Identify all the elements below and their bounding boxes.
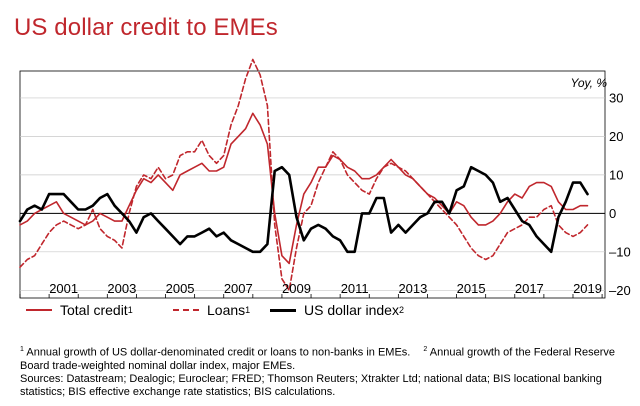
footnote-2-mark: 2 [423,346,428,353]
x-tick-label: 2011 [341,281,369,296]
legend-label-total-credit: Total credit [60,302,128,318]
y-tick-label: 30 [609,90,623,105]
series-lines [18,58,589,292]
chart-title: US dollar credit to EMEs [14,14,278,41]
sources-text: Sources: Datastream; Dealogic; Euroclear… [20,372,602,398]
legend-item-total-credit: Total credit 1 [26,302,133,318]
legend-footnote-mark: 1 [245,305,251,315]
x-tick-label: 2001 [49,281,78,296]
x-tick-label: 2015 [457,281,486,296]
y-tick-label: 0 [609,206,616,221]
x-tick-label: 2005 [166,281,195,296]
footnote-2-text: Annual growth of the Federal Reserve Boa… [20,346,616,372]
footnote-1-text: Annual growth of US dollar-denominated c… [26,346,411,359]
series-line-us-dollar-index [18,165,589,254]
legend-swatch-solid-red [26,309,52,311]
x-tick-label: 2007 [224,281,253,296]
x-tick-label: 2013 [398,281,427,296]
y-tick-label: 10 [609,167,623,182]
x-tick-label: 2017 [515,281,544,296]
y-axis-ticks: 30 20 10 0 –10 –20 [609,90,631,297]
legend-footnote-mark: 2 [398,305,404,315]
legend-label-loans: Loans [207,302,246,318]
plot-frame [19,70,606,299]
x-tick-label: 2003 [107,281,136,296]
legend-item-us-dollar-index: US dollar index 2 [270,302,404,318]
y-tick-label: –20 [609,283,631,298]
footnote-1-mark: 1 [20,346,24,353]
legend-swatch-dashed-red [173,309,199,311]
legend-item-loans: Loans 1 [173,302,250,318]
legend-swatch-solid-black [270,308,296,312]
legend-footnote-mark: 1 [127,305,133,315]
x-tick-label: 2019 [573,281,602,296]
x-axis-ticks: 2001 2003 2005 2007 2009 2011 2013 2015 2017 2019 [19,281,603,298]
series-line-loans [19,58,589,292]
chart-notes: 1 Annual growth of US dollar-denominated… [20,343,625,399]
legend-label-us-dollar-index: US dollar index [304,302,399,318]
series-line-total-credit [19,112,589,265]
y-axis-unit-label: Yoy, % [571,76,608,90]
y-tick-label: –10 [609,244,631,259]
x-tick-label: 2009 [282,281,311,296]
footnotes-line: 1 Annual growth of US dollar-denominated… [20,343,625,373]
y-tick-label: 20 [609,129,623,144]
